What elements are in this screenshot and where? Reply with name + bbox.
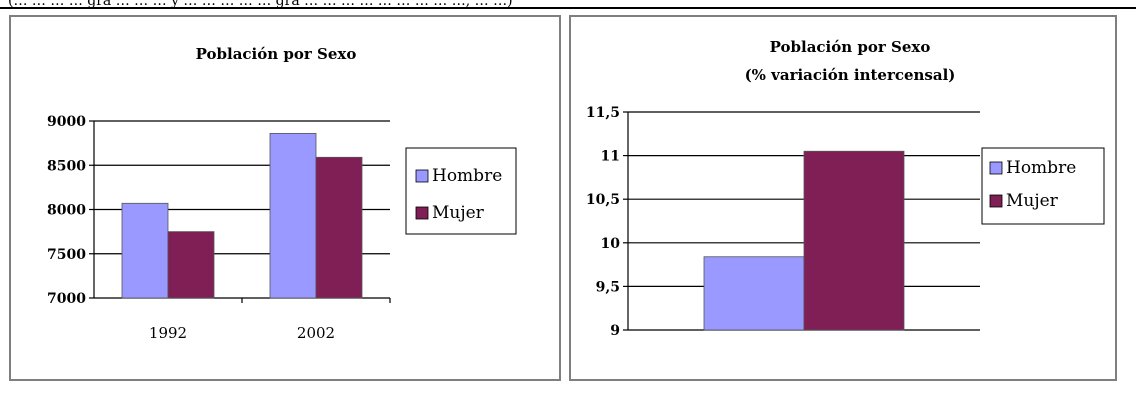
y-tick-label: 10,5 [586, 192, 620, 208]
legend-label-hombre: Hombre [1006, 158, 1076, 178]
bar-mujer [803, 150, 905, 331]
y-tick-label: 9 [610, 323, 620, 339]
y-tick-label: 9000 [47, 114, 86, 130]
y-tick-label: 7000 [47, 291, 86, 307]
legend-label-mujer: Mujer [1006, 191, 1059, 211]
chart-left-legend: Hombre Mujer [405, 147, 517, 235]
chart-right-subtitle: (% variación intercensal) [745, 66, 956, 84]
bar-hombre-1992 [121, 202, 169, 299]
legend-swatch-hombre [989, 161, 1003, 175]
header-text: (… … … … gra … … … y … … … … … gra … … …… [8, 0, 513, 9]
y-tick-label: 8500 [47, 158, 86, 174]
chart-left-title: Población por Sexo [196, 45, 357, 63]
bar-hombre-2002 [269, 132, 317, 299]
y-tick-label: 11 [601, 149, 620, 165]
x-tick-label: 1992 [149, 324, 187, 342]
y-tick-label: 8000 [47, 203, 86, 219]
legend-swatch-hombre [415, 169, 429, 183]
chart-right-title: Población por Sexo [770, 38, 931, 56]
bar-hombre [703, 256, 805, 331]
chart-right-legend-box [981, 147, 1105, 225]
legend-swatch-mujer [989, 194, 1003, 208]
chart-left: Población por Sexo 9000 8500 8000 7500 7000 1… [9, 15, 561, 381]
y-tick-label: 10 [601, 236, 621, 252]
legend-label-mujer: Mujer [432, 203, 485, 223]
y-tick-label: 7500 [47, 247, 86, 263]
y-tick-label: 11,5 [586, 105, 620, 121]
y-tick-label: 9,5 [596, 279, 620, 295]
chart-right-plot-area: 11,5 11 10,5 10 9,5 9 [586, 105, 980, 339]
bar-mujer-2002 [315, 156, 363, 299]
chart-right-legend: Hombre Mujer [981, 147, 1105, 225]
chart-left-legend-box [405, 147, 517, 235]
bar-mujer-1992 [167, 231, 215, 299]
legend-swatch-mujer [415, 206, 429, 220]
chart-left-plot-area: 9000 8500 8000 7500 7000 1992 2002 [47, 114, 391, 342]
legend-label-hombre: Hombre [432, 166, 502, 186]
chart-right: Población por Sexo (% variación intercen… [569, 15, 1117, 381]
x-tick-label: 2002 [297, 324, 335, 342]
